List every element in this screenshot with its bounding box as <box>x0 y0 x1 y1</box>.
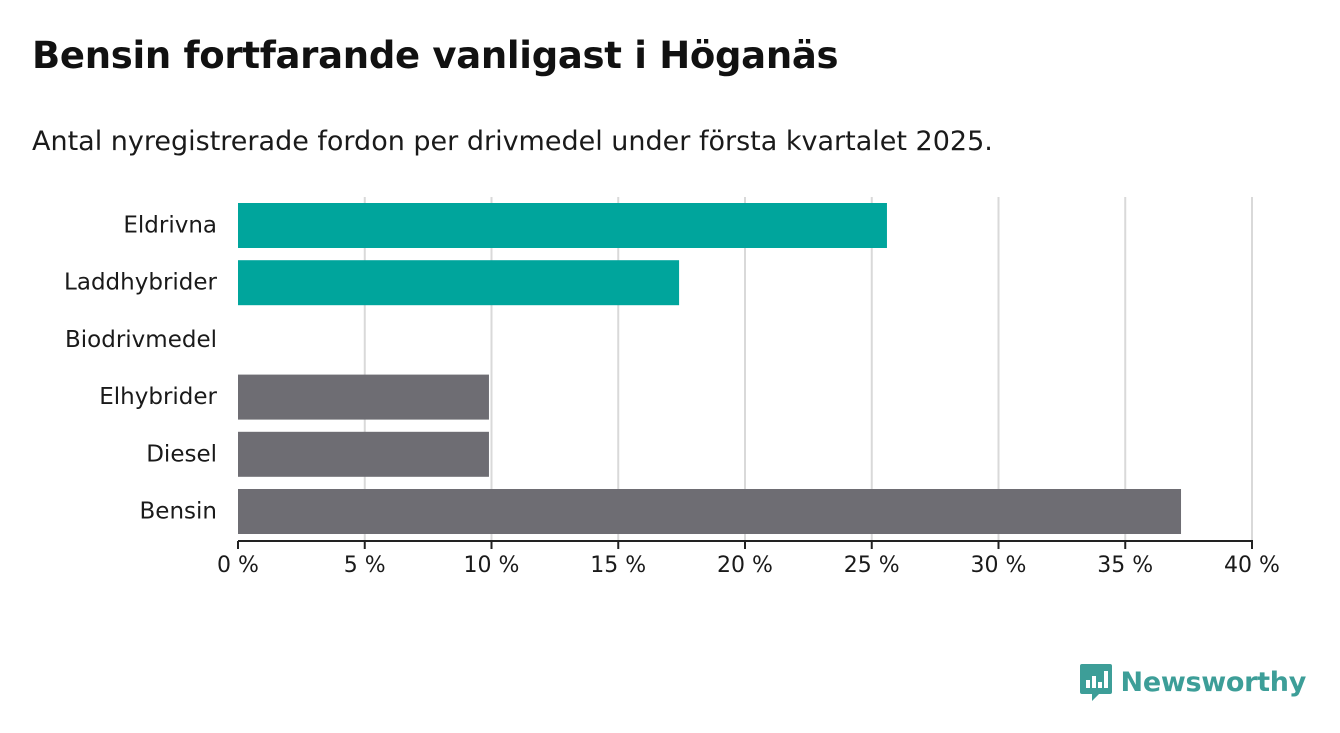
category-label: Diesel <box>146 441 217 467</box>
x-tick-label: 10 % <box>464 553 520 578</box>
x-tick-label: 20 % <box>717 553 773 578</box>
bar-diesel <box>238 431 489 477</box>
x-tick-label: 0 % <box>217 553 259 578</box>
chart-subtitle: Antal nyregistrerade fordon per drivmede… <box>32 126 993 157</box>
category-label: Biodrivmedel <box>65 327 217 353</box>
newsworthy-chart-icon <box>1079 664 1112 701</box>
category-label: Eldrivna <box>123 213 217 239</box>
bar-chart: Eldrivna Laddhybrider Biodrivmedel Elhybrid… <box>64 197 1280 578</box>
x-tick-label: 25 % <box>844 553 900 578</box>
x-tick-label: 15 % <box>590 553 646 578</box>
chart-title: Bensin fortfarande vanligast i Höganäs <box>32 34 839 77</box>
category-label: Laddhybrider <box>64 270 217 296</box>
bar-bensin <box>238 489 1182 534</box>
category-label: Bensin <box>140 499 217 525</box>
bar-laddhybrider <box>238 260 680 306</box>
x-tick-label: 5 % <box>344 553 386 578</box>
x-tick-label: 40 % <box>1224 553 1280 578</box>
x-tick-label: 35 % <box>1097 553 1153 578</box>
bar-eldrivna <box>238 203 887 248</box>
brand-name: Newsworthy <box>1120 666 1307 698</box>
x-tick-label: 30 % <box>971 553 1027 578</box>
category-label: Elhybrider <box>99 384 217 410</box>
bar-elhybrider <box>238 374 489 420</box>
newsworthy-logo: Newsworthy <box>1079 662 1306 702</box>
